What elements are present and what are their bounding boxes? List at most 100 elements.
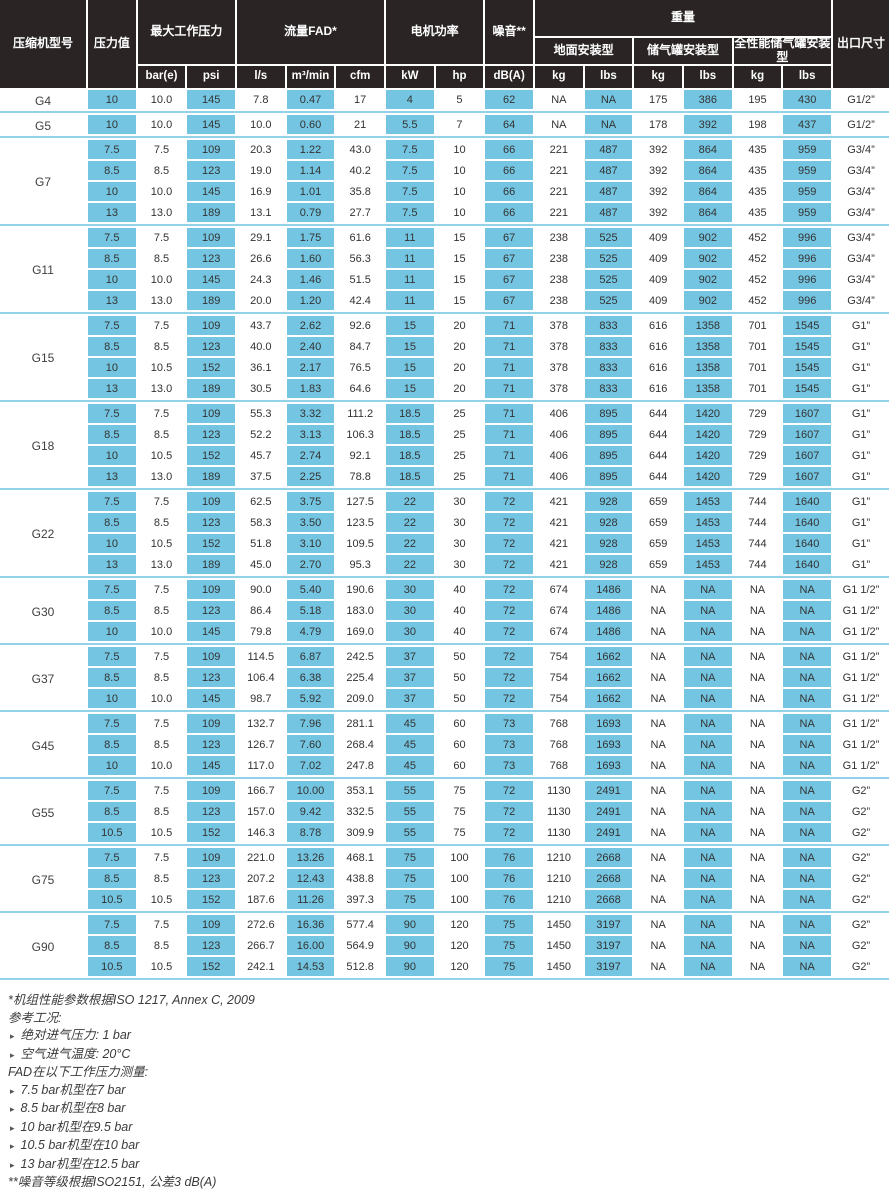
spec-cell: 75 xyxy=(485,957,533,976)
spec-cell: 71 xyxy=(485,337,533,356)
spec-cell: NA xyxy=(684,802,732,821)
spec-cell: 72 xyxy=(485,647,533,666)
spec-cell: 754 xyxy=(535,647,583,666)
spec-row: 10 10.0 145 10.0 0.60 21 5.5 7 64 NA NA 178 392 198 43… xyxy=(88,115,889,134)
spec-cell: NA xyxy=(684,735,732,754)
spec-cell: 30 xyxy=(386,580,434,599)
spec-cell: 189 xyxy=(187,203,235,222)
spec-cell: 8.5 xyxy=(88,337,136,356)
spec-cell: 42.4 xyxy=(336,291,384,310)
spec-cell: 525 xyxy=(584,228,633,247)
spec-cell: 392 xyxy=(634,140,682,159)
header-noise: 噪音** xyxy=(485,0,533,64)
spec-cell: 37.5 xyxy=(237,467,285,486)
spec-cell: 72 xyxy=(485,534,533,553)
bullet-icon: ▸ xyxy=(10,1031,15,1041)
spec-cell: 13 xyxy=(88,379,136,398)
spec-cell: 959 xyxy=(783,203,831,222)
spec-cell: 98.7 xyxy=(237,689,285,708)
spec-cell: 452 xyxy=(733,249,782,268)
spec-cell: NA xyxy=(584,115,633,134)
spec-cell: 2.25 xyxy=(286,467,335,486)
spec-cell: 768 xyxy=(535,735,583,754)
spec-row: 8.5 8.5 123 207.2 12.43 438.8 75 100 76 1210 2668 N… xyxy=(88,869,889,888)
spec-cell: 8.5 xyxy=(88,668,136,687)
spec-cell: NA xyxy=(634,957,682,976)
spec-cell: 109 xyxy=(187,228,235,247)
spec-cell: 1607 xyxy=(783,425,831,444)
spec-cell: 902 xyxy=(684,270,732,289)
spec-cell: G1” xyxy=(833,316,889,335)
spec-cell: 8.5 xyxy=(88,735,136,754)
group-rows: 7.5 7.5 109 272.6 16.36 577.4 90 120 75 1450 3197 N… xyxy=(88,915,889,978)
spec-cell: 8.5 xyxy=(137,513,186,532)
spec-cell: 430 xyxy=(783,90,831,109)
spec-cell: 7.5 xyxy=(386,182,434,201)
spec-cell: 10 xyxy=(88,270,136,289)
model-group-g5: G5 10 10.0 145 10.0 0.60 21 5.5 7 64 NA NA 178 392 198… xyxy=(0,111,889,136)
spec-cell: NA xyxy=(783,735,831,754)
spec-cell: G1 1/2” xyxy=(833,622,889,641)
spec-cell: 421 xyxy=(535,513,583,532)
spec-cell: 13 xyxy=(88,203,136,222)
group-rows: 7.5 7.5 109 62.5 3.75 127.5 22 30 72 421 928 659 145… xyxy=(88,492,889,576)
spec-cell: 90 xyxy=(386,915,434,934)
spec-cell: NA xyxy=(783,936,831,955)
spec-cell: G1” xyxy=(833,513,889,532)
spec-cell: NA xyxy=(634,689,682,708)
footnote-line: ▸ 13 bar机型在12.5 bar xyxy=(8,1156,889,1175)
spec-cell: 75 xyxy=(485,936,533,955)
spec-cell: 145 xyxy=(187,90,235,109)
spec-cell: 996 xyxy=(783,228,831,247)
spec-cell: NA xyxy=(684,622,732,641)
spec-cell: 5.18 xyxy=(286,601,335,620)
spec-cell: 50 xyxy=(435,647,484,666)
spec-cell: 6.38 xyxy=(286,668,335,687)
spec-cell: 13 xyxy=(88,291,136,310)
spec-cell: 25 xyxy=(435,467,484,486)
spec-cell: 123 xyxy=(187,513,235,532)
spec-cell: 1210 xyxy=(535,848,583,867)
spec-cell: 30 xyxy=(435,492,484,511)
spec-cell: 1450 xyxy=(535,936,583,955)
spec-cell: 902 xyxy=(684,291,732,310)
spec-cell: 146.3 xyxy=(237,823,285,842)
spec-cell: 7.5 xyxy=(386,140,434,159)
spec-cell: 13.0 xyxy=(137,379,186,398)
spec-cell: NA xyxy=(634,936,682,955)
spec-cell: NA xyxy=(733,714,782,733)
model-group-g45: G45 7.5 7.5 109 132.7 7.96 281.1 45 60 73 768 1693 N… xyxy=(0,710,889,777)
spec-cell: 8.5 xyxy=(137,161,186,180)
model-group-g7: G7 7.5 7.5 109 20.3 1.22 43.0 7.5 10 66 221 487 392 8… xyxy=(0,136,889,224)
spec-cell: 487 xyxy=(584,182,633,201)
spec-cell: 55 xyxy=(386,823,434,842)
spec-cell: 397.3 xyxy=(336,890,384,909)
spec-cell: 13.1 xyxy=(237,203,285,222)
spec-cell: 2668 xyxy=(584,890,633,909)
spec-cell: 7.5 xyxy=(137,848,186,867)
spec-cell: 7.5 xyxy=(88,915,136,934)
spec-cell: 644 xyxy=(634,425,682,444)
spec-cell: 2491 xyxy=(584,781,633,800)
spec-cell: 1.01 xyxy=(286,182,335,201)
unit-header: kg xyxy=(535,66,583,88)
spec-cell: G1 1/2” xyxy=(833,714,889,733)
spec-cell: NA xyxy=(783,802,831,821)
spec-cell: 120 xyxy=(435,915,484,934)
spec-cell: 95.3 xyxy=(336,555,384,574)
spec-cell: G1” xyxy=(833,492,889,511)
spec-cell: 51.5 xyxy=(336,270,384,289)
spec-cell: 1662 xyxy=(584,689,633,708)
spec-cell: 92.6 xyxy=(336,316,384,335)
spec-cell: 123 xyxy=(187,668,235,687)
spec-cell: 66 xyxy=(485,140,533,159)
spec-cell: 1662 xyxy=(584,647,633,666)
spec-cell: 72 xyxy=(485,668,533,687)
spec-cell: 7.5 xyxy=(88,140,136,159)
spec-cell: NA xyxy=(733,601,782,620)
spec-cell: NA xyxy=(684,915,732,934)
spec-cell: 109 xyxy=(187,316,235,335)
spec-cell: 13 xyxy=(88,467,136,486)
footnote-line: ▸ 7.5 bar机型在7 bar xyxy=(8,1082,889,1101)
spec-cell: NA xyxy=(634,647,682,666)
